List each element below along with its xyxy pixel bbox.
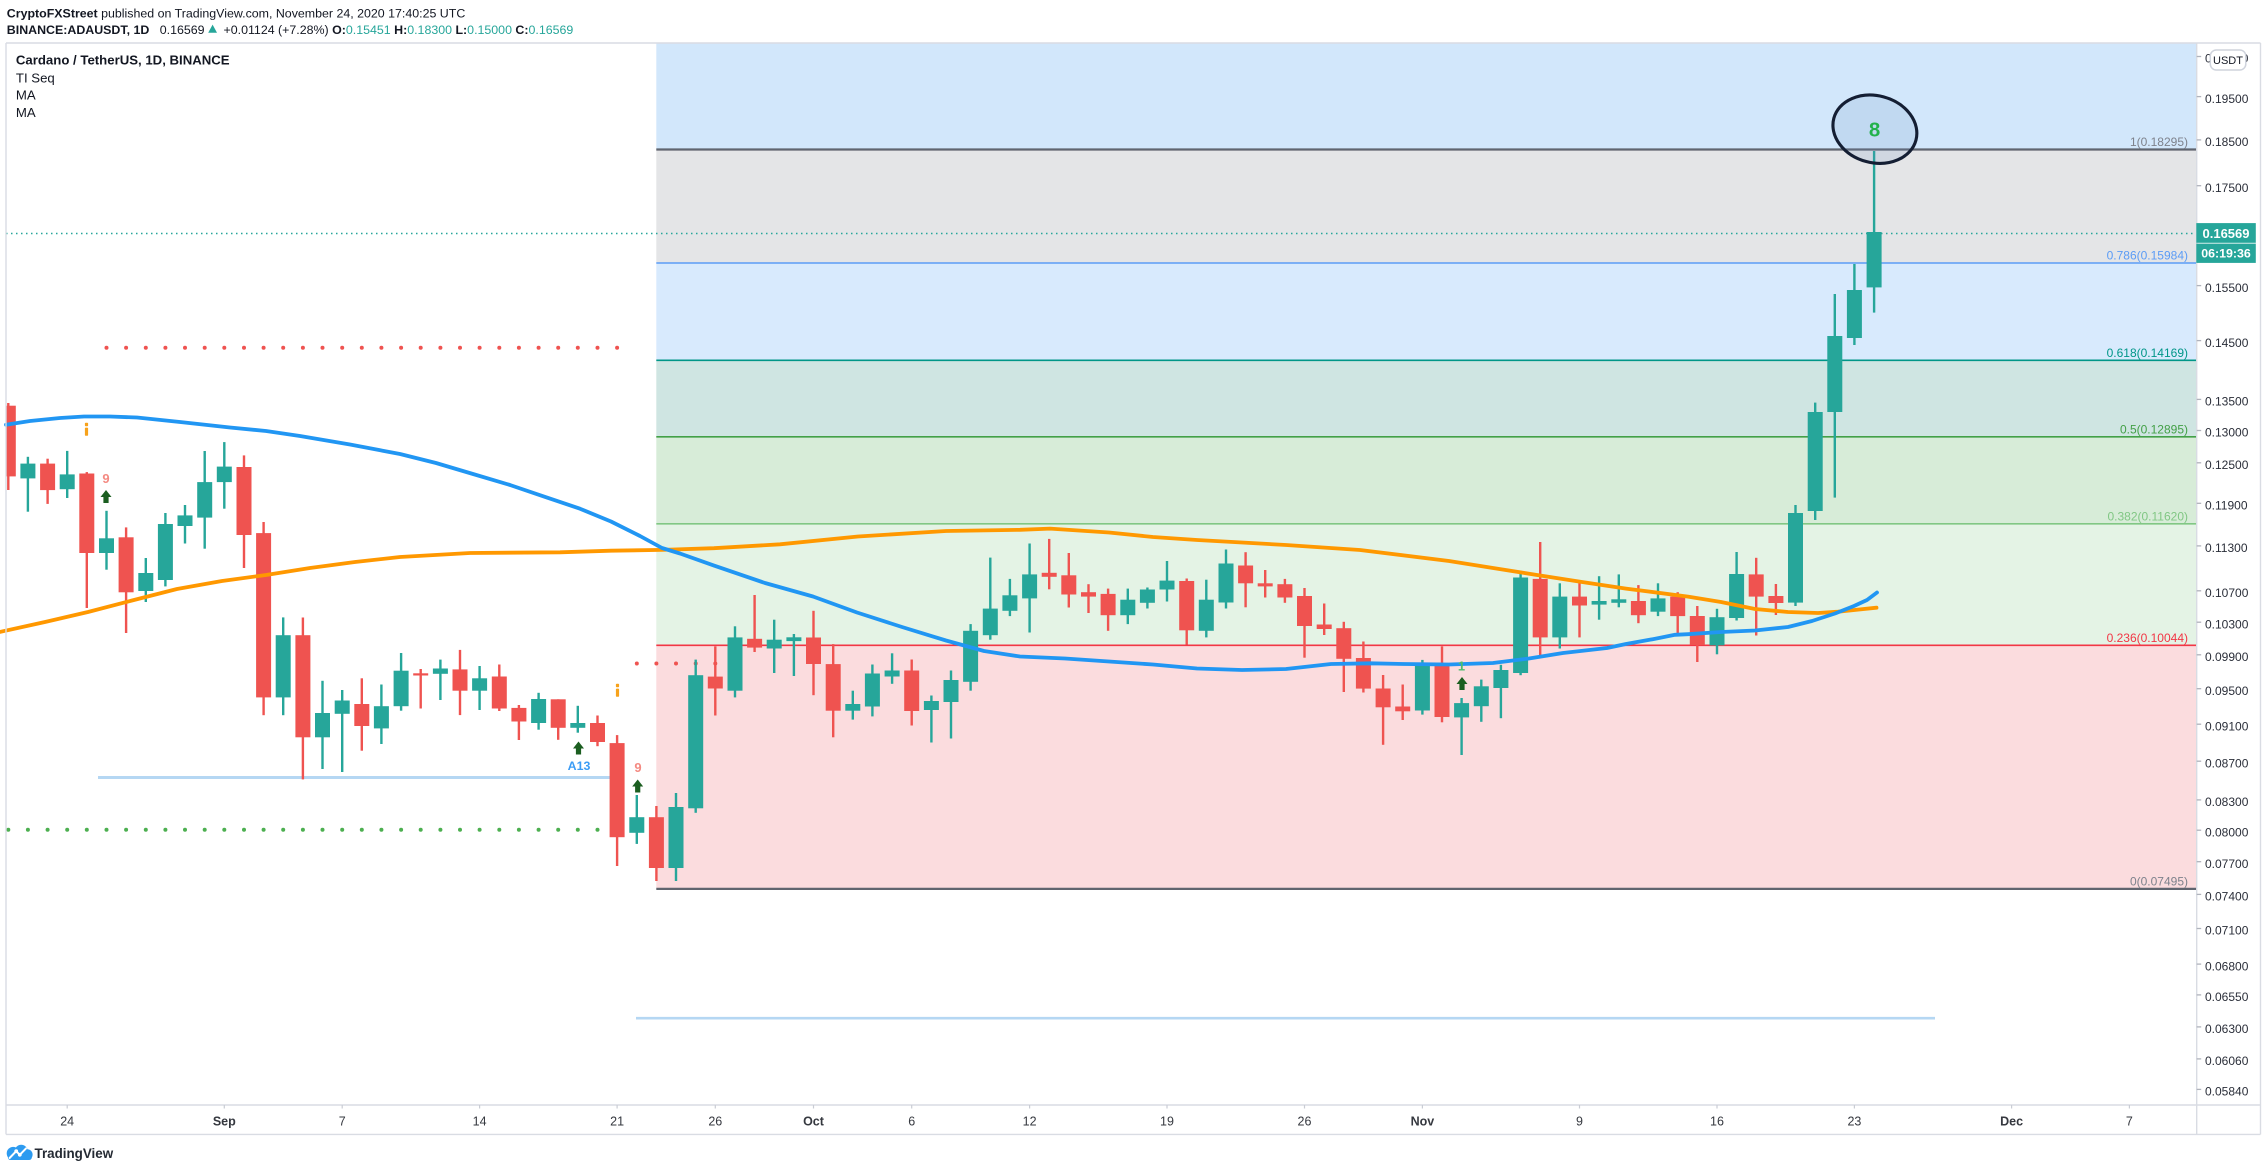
svg-text:1(0.18295): 1(0.18295): [2130, 135, 2188, 149]
svg-text:USDT: USDT: [2213, 55, 2243, 67]
svg-text:12: 12: [1023, 1114, 1037, 1128]
svg-text:0.09900: 0.09900: [2205, 650, 2249, 664]
svg-text:0.15500: 0.15500: [2205, 281, 2249, 295]
svg-text:26: 26: [708, 1114, 722, 1128]
svg-text:0.13500: 0.13500: [2205, 395, 2249, 409]
svg-text:8: 8: [1869, 119, 1880, 142]
svg-text:TI Seq: TI Seq: [16, 71, 55, 86]
svg-text:26: 26: [1298, 1114, 1312, 1128]
svg-text:1: 1: [1458, 659, 1465, 674]
svg-text:06:19:36: 06:19:36: [2201, 247, 2251, 261]
svg-text:A13: A13: [568, 759, 591, 773]
svg-text:9: 9: [634, 760, 641, 775]
svg-text:16: 16: [1710, 1114, 1724, 1128]
svg-text:0.09500: 0.09500: [2205, 684, 2249, 698]
svg-text:0.08000: 0.08000: [2205, 825, 2249, 839]
svg-text:Oct: Oct: [803, 1114, 825, 1128]
svg-text:0.11300: 0.11300: [2205, 541, 2248, 555]
svg-text:0.5(0.12895): 0.5(0.12895): [2120, 422, 2188, 436]
svg-text:0.382(0.11620): 0.382(0.11620): [2107, 509, 2188, 523]
svg-text:0.05840: 0.05840: [2205, 1085, 2249, 1099]
svg-text:0.10300: 0.10300: [2205, 617, 2249, 631]
svg-text:0.12500: 0.12500: [2205, 458, 2249, 472]
svg-text:0.17500: 0.17500: [2205, 181, 2249, 195]
svg-text:7: 7: [339, 1114, 346, 1128]
svg-text:0.07700: 0.07700: [2205, 857, 2249, 871]
svg-text:+0.01124 (+7.28%) O:0.15451 H:: +0.01124 (+7.28%) O:0.15451 H:0.18300 L:…: [224, 23, 574, 37]
svg-text:24: 24: [60, 1114, 74, 1128]
svg-text:9: 9: [102, 471, 109, 486]
svg-text:21: 21: [610, 1114, 624, 1128]
svg-text:0.618(0.14169): 0.618(0.14169): [2107, 346, 2188, 360]
svg-text:0.06800: 0.06800: [2205, 959, 2249, 973]
svg-text:0.786(0.15984): 0.786(0.15984): [2107, 249, 2188, 263]
svg-text:0.09100: 0.09100: [2205, 719, 2249, 733]
svg-text:0.06550: 0.06550: [2205, 990, 2249, 1004]
svg-text:0.19500: 0.19500: [2205, 92, 2249, 106]
svg-text:0.236(0.10044): 0.236(0.10044): [2107, 631, 2188, 645]
svg-text:0.14500: 0.14500: [2205, 336, 2249, 350]
svg-text:CryptoFXStreet published on Tr: CryptoFXStreet published on TradingView.…: [7, 7, 466, 21]
svg-text:7: 7: [2126, 1114, 2133, 1128]
svg-text:0.11900: 0.11900: [2205, 499, 2248, 513]
svg-text:MA: MA: [16, 105, 36, 120]
svg-text:Nov: Nov: [1411, 1114, 1435, 1128]
svg-text:Sep: Sep: [213, 1114, 236, 1128]
svg-text:0.06300: 0.06300: [2205, 1022, 2249, 1036]
svg-text:Cardano / TetherUS, 1D, BINANC: Cardano / TetherUS, 1D, BINANCE: [16, 53, 230, 68]
svg-text:0.08700: 0.08700: [2205, 756, 2249, 770]
svg-text:0.08300: 0.08300: [2205, 795, 2249, 809]
svg-text:0.07100: 0.07100: [2205, 924, 2249, 938]
svg-text:6: 6: [908, 1114, 915, 1128]
svg-text:23: 23: [1847, 1114, 1861, 1128]
svg-text:9: 9: [1576, 1114, 1583, 1128]
svg-text:0(0.07495): 0(0.07495): [2130, 874, 2188, 888]
svg-text:0.13000: 0.13000: [2205, 426, 2249, 440]
svg-text:0.06060: 0.06060: [2205, 1054, 2249, 1068]
svg-text:0.16569: 0.16569: [2203, 226, 2250, 241]
svg-text:TradingView: TradingView: [35, 1146, 114, 1161]
svg-text:19: 19: [1160, 1114, 1174, 1128]
svg-text:BINANCE:ADAUSDT, 1D 0.16569: BINANCE:ADAUSDT, 1D 0.16569: [7, 23, 205, 37]
svg-text:0.07400: 0.07400: [2205, 890, 2249, 904]
svg-text:Dec: Dec: [2000, 1114, 2023, 1128]
svg-text:14: 14: [473, 1114, 487, 1128]
svg-text:MA: MA: [16, 88, 36, 103]
svg-text:0.10700: 0.10700: [2205, 586, 2249, 600]
svg-text:0.18500: 0.18500: [2205, 135, 2249, 149]
